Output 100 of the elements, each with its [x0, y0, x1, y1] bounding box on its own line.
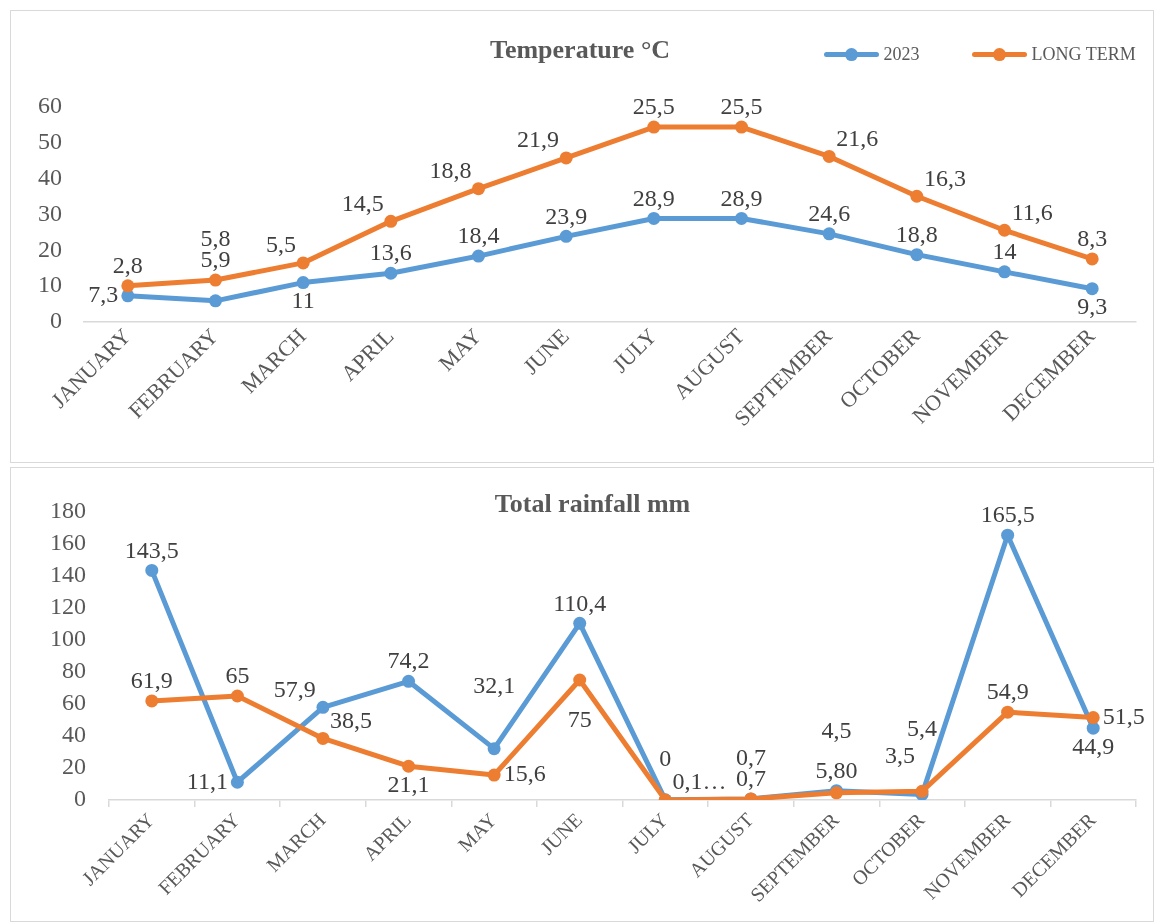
annotation: 21,9	[517, 126, 560, 153]
point	[647, 211, 661, 225]
data-label: 54,9	[986, 678, 1029, 705]
point	[573, 616, 587, 630]
data-label: 51,5	[1102, 702, 1145, 729]
point	[487, 742, 501, 756]
point	[647, 120, 661, 134]
point	[1086, 711, 1100, 725]
point	[296, 256, 310, 270]
point	[402, 674, 416, 688]
data-label: 74,2	[387, 647, 430, 674]
annotation: 5,5	[266, 231, 297, 258]
point	[384, 214, 398, 228]
point	[402, 759, 416, 773]
point	[998, 265, 1011, 279]
annotation: 25,5	[720, 93, 763, 120]
data-label: 0,7	[735, 743, 766, 770]
y-tick-label: 60	[38, 92, 62, 119]
annotation: 16,3	[923, 164, 966, 191]
annotation: 18,8	[429, 157, 472, 184]
point	[822, 227, 836, 241]
y-tick-label: 50	[38, 128, 62, 155]
annotation: 11,6	[1011, 198, 1053, 225]
data-label: 18,8	[895, 220, 938, 247]
y-tick-label: 30	[38, 199, 62, 226]
point	[1001, 705, 1015, 719]
point	[910, 248, 924, 262]
data-label: 7,3	[88, 281, 119, 308]
y-tick-label: 180	[50, 497, 86, 524]
data-label: 11	[291, 286, 315, 313]
data-label: 11,1	[186, 767, 228, 794]
y-tick-label: 40	[62, 721, 86, 748]
point	[121, 279, 135, 293]
data-label: 23,9	[545, 202, 588, 229]
point	[145, 563, 159, 577]
annotation: 2,8	[112, 252, 143, 279]
annotation: 8,3	[1077, 225, 1108, 252]
data-label: 18,4	[457, 222, 500, 249]
point	[735, 120, 748, 134]
data-label: 28,9	[720, 184, 763, 211]
y-tick-label: 160	[50, 529, 86, 556]
point	[1085, 282, 1099, 296]
annotation: 14,5	[341, 189, 384, 216]
point	[230, 689, 244, 703]
data-label: 4,5	[821, 716, 852, 743]
point	[316, 731, 330, 745]
point	[735, 211, 748, 225]
point	[472, 249, 485, 263]
data-label: 38,5	[330, 706, 373, 733]
data-label: 143,5	[124, 536, 179, 563]
point	[1085, 252, 1099, 266]
data-label: 75	[567, 705, 592, 732]
legend-label: 2023	[883, 44, 920, 65]
y-tick-label: 0	[50, 307, 62, 334]
point	[998, 223, 1011, 237]
point	[296, 276, 310, 290]
data-label: 57,9	[273, 675, 316, 702]
y-tick-label: 0	[74, 785, 86, 812]
data-label: 21,1	[387, 770, 430, 797]
data-label: 14	[992, 238, 1017, 265]
point	[822, 149, 836, 163]
data-label: 5,80	[815, 756, 858, 783]
data-label: 44,9	[1072, 732, 1115, 759]
data-label: 28,9	[632, 184, 675, 211]
data-label: 5,4	[907, 715, 938, 742]
data-label: 32,1	[473, 672, 516, 699]
point	[1001, 528, 1015, 542]
point	[230, 775, 244, 789]
chart-title: Temperature °C	[489, 35, 671, 65]
data-label: 9,3	[1077, 293, 1108, 320]
y-tick-label: 100	[50, 625, 86, 652]
data-label: 110,4	[553, 589, 607, 616]
y-tick-label: 40	[38, 163, 62, 190]
legend-label: LONG TERM	[1031, 44, 1136, 65]
point	[384, 266, 398, 280]
point	[487, 768, 501, 782]
data-label: 13,6	[369, 239, 412, 266]
data-label: 61,9	[130, 667, 173, 694]
data-label: 0,1…	[672, 768, 727, 795]
data-label: 24,6	[808, 200, 851, 227]
point	[209, 294, 222, 308]
annotation: 25,5	[632, 93, 675, 120]
annotation: 21,6	[836, 125, 879, 152]
data-label: 15,6	[503, 760, 546, 787]
y-tick-label: 60	[62, 689, 86, 716]
data-label: 0	[659, 745, 672, 771]
y-tick-label: 20	[38, 235, 62, 262]
point	[559, 229, 573, 243]
point	[559, 151, 573, 165]
y-tick-label: 120	[50, 593, 86, 620]
y-tick-label: 10	[38, 271, 62, 298]
data-label: 65	[225, 662, 250, 689]
data-label: 165,5	[980, 501, 1035, 528]
chart-title: Total rainfall mm	[494, 488, 691, 518]
point	[316, 700, 330, 714]
point	[573, 673, 587, 687]
y-tick-label: 140	[50, 561, 86, 588]
y-tick-label: 20	[62, 753, 86, 780]
point	[472, 182, 485, 196]
data-label: 3,5	[884, 741, 915, 768]
